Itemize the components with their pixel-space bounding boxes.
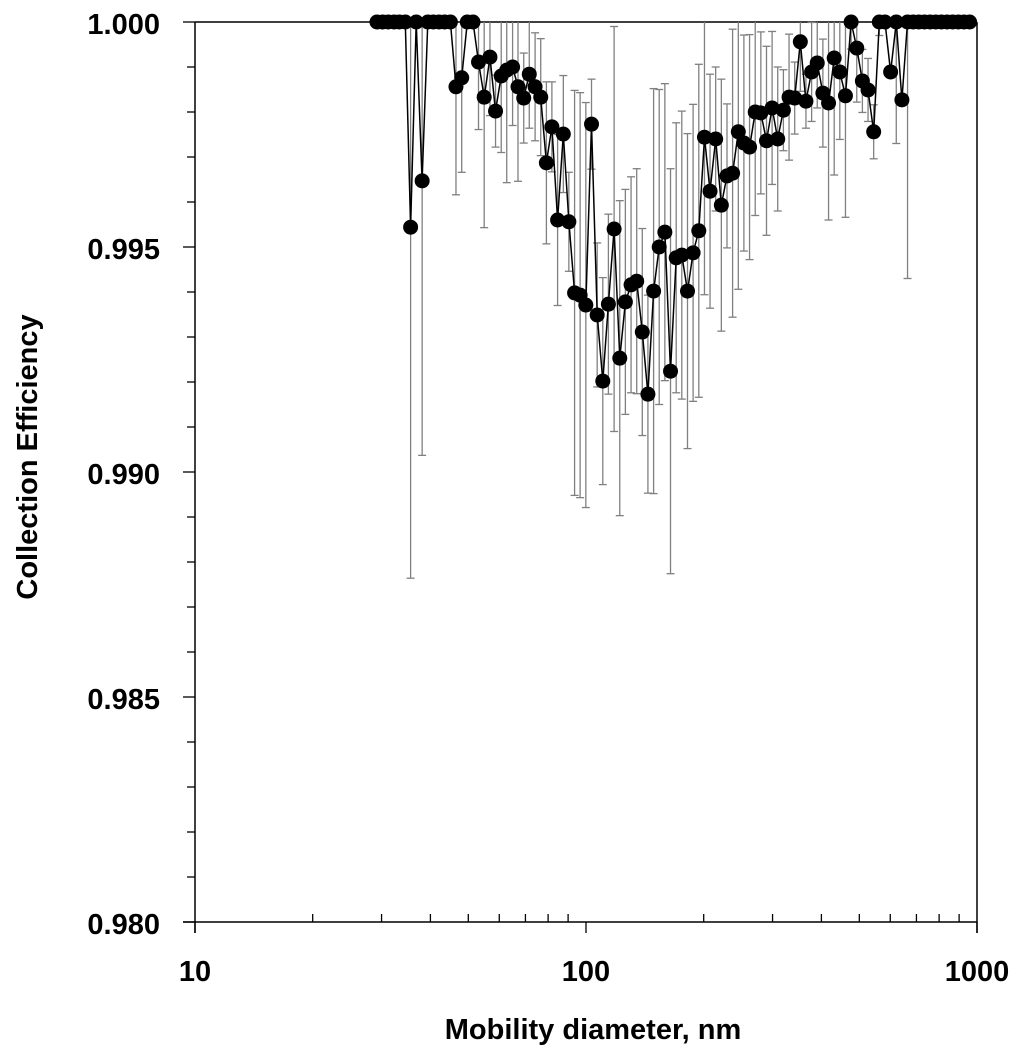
data-point xyxy=(555,126,571,142)
data-point xyxy=(837,88,853,104)
data-point xyxy=(617,294,633,310)
data-point xyxy=(832,64,848,80)
data-point xyxy=(488,103,504,119)
x-tick-labels: 10 100 1000 xyxy=(179,956,1009,988)
data-point xyxy=(544,119,560,135)
data-point xyxy=(408,14,424,30)
x-tick-label: 1000 xyxy=(945,956,1010,988)
data-point xyxy=(471,54,487,70)
data-point xyxy=(482,49,498,65)
data-point xyxy=(550,212,566,228)
data-point xyxy=(454,70,470,86)
x-tick-label: 100 xyxy=(562,956,610,988)
data-point xyxy=(826,50,842,66)
y-tick-label: 0.985 xyxy=(87,684,160,716)
data-point xyxy=(877,14,893,30)
data-point xyxy=(962,14,978,30)
data-point xyxy=(674,247,690,263)
y-axis-label: Collection Efficiency xyxy=(12,314,44,599)
data-point xyxy=(866,124,882,140)
data-point xyxy=(505,59,521,75)
data-point xyxy=(584,116,600,132)
data-point xyxy=(589,307,605,323)
data-point xyxy=(691,223,707,239)
data-point xyxy=(629,273,645,289)
data-point xyxy=(646,283,662,299)
data-point xyxy=(702,183,718,199)
data-point xyxy=(843,14,859,30)
data-point xyxy=(685,245,701,261)
data-point xyxy=(510,79,526,95)
data-point xyxy=(792,34,808,50)
data-point xyxy=(640,386,656,402)
y-tick-label: 0.980 xyxy=(87,909,160,941)
data-point xyxy=(888,14,904,30)
data-point xyxy=(657,224,673,240)
data-point xyxy=(730,124,746,140)
data-point xyxy=(680,283,696,299)
data-point xyxy=(775,102,791,118)
axis-ticks xyxy=(183,21,978,933)
data-point xyxy=(634,324,650,340)
data-point xyxy=(561,214,577,230)
data-point xyxy=(600,296,616,312)
series-polyline xyxy=(377,21,970,395)
data-point xyxy=(883,64,899,80)
data-point xyxy=(538,155,554,171)
data-point xyxy=(403,219,419,235)
data-point xyxy=(770,131,786,147)
series-line xyxy=(377,21,970,395)
data-point xyxy=(442,14,458,30)
data-point xyxy=(595,373,611,389)
plot-frame xyxy=(183,21,978,933)
y-tick-label: 0.990 xyxy=(87,459,160,491)
data-point xyxy=(787,90,803,106)
data-point xyxy=(798,93,814,109)
y-tick-label: 0.995 xyxy=(87,234,160,266)
data-point xyxy=(708,131,724,147)
data-point xyxy=(578,297,594,313)
data-point xyxy=(860,82,876,98)
data-point xyxy=(849,40,865,56)
data-point xyxy=(742,139,758,155)
y-tick-label: 1.000 xyxy=(87,9,160,41)
data-point xyxy=(809,55,825,71)
x-axis-label: Mobility diameter, nm xyxy=(445,1014,742,1046)
data-point xyxy=(414,173,430,189)
data-point xyxy=(612,350,628,366)
data-point xyxy=(821,95,837,111)
data-point xyxy=(397,14,413,30)
y-tick-labels: 0.980 0.985 0.990 0.995 1.000 xyxy=(87,9,160,941)
data-point xyxy=(759,133,775,149)
data-point xyxy=(663,363,679,379)
data-point xyxy=(894,92,910,108)
data-point xyxy=(465,14,481,30)
data-point xyxy=(713,197,729,213)
data-point xyxy=(533,89,549,105)
data-point xyxy=(516,90,532,106)
data-points xyxy=(369,14,978,402)
data-point xyxy=(725,165,741,181)
data-point xyxy=(476,89,492,105)
data-point xyxy=(606,221,622,237)
x-tick-label: 10 xyxy=(179,956,211,988)
data-point xyxy=(651,239,667,255)
data-point xyxy=(696,129,712,145)
data-point xyxy=(764,100,780,116)
data-point xyxy=(753,105,769,121)
error-bars xyxy=(406,21,912,579)
data-point xyxy=(521,66,537,82)
